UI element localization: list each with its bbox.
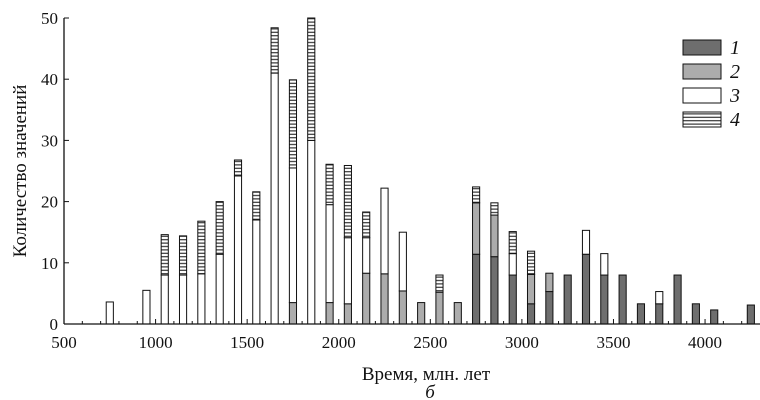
bar-series-2-bin-2250 xyxy=(380,273,389,325)
y-tick-label-40: 40 xyxy=(41,70,58,89)
bar-series-2-bin-2750 xyxy=(472,202,481,255)
bar-series-4-bin-2050 xyxy=(343,164,352,239)
x-tick-label-2500: 2500 xyxy=(413,333,447,352)
bar-series-3-bin-1250 xyxy=(197,273,206,325)
bar-series-2-bin-2550 xyxy=(435,291,444,325)
bar-series-4-bin-1150 xyxy=(178,235,188,276)
bar-series-4-bin-1850 xyxy=(307,17,316,141)
bar-series-4-bin-1950 xyxy=(325,163,334,206)
y-tick-label-50: 50 xyxy=(41,9,58,28)
bar-series-3-bin-2150 xyxy=(362,237,371,274)
bar-series-3-bin-2050 xyxy=(343,237,352,305)
bars-layer xyxy=(105,17,755,325)
legend-label-4: 4 xyxy=(730,109,740,131)
bar-series-3-bin-1750 xyxy=(288,167,298,304)
x-tick-label-500: 500 xyxy=(51,333,77,352)
x-tick-label-4000: 4000 xyxy=(688,333,722,352)
bar-series-1-bin-3850 xyxy=(673,274,682,325)
bar-series-3-bin-2350 xyxy=(398,231,407,292)
bar-series-3-bin-1450 xyxy=(233,175,243,325)
bar-series-1-bin-3650 xyxy=(636,303,646,325)
bar-series-4-bin-1550 xyxy=(252,191,261,221)
x-tick-label-3000: 3000 xyxy=(505,333,539,352)
bar-series-4-bin-3050 xyxy=(526,250,536,275)
y-tick-label-0: 0 xyxy=(50,315,59,334)
legend-swatch-2 xyxy=(682,63,722,80)
bar-series-4-bin-1450 xyxy=(233,159,243,177)
legend-label-3: 3 xyxy=(729,85,740,107)
bar-series-2-bin-3150 xyxy=(545,272,554,293)
bar-series-3-bin-1150 xyxy=(178,274,188,325)
bar-series-4-bin-2750 xyxy=(472,186,481,204)
bar-series-1-bin-3950 xyxy=(691,303,700,325)
bar-series-1-bin-3550 xyxy=(618,274,627,325)
bar-series-4-bin-2950 xyxy=(508,231,517,255)
bar-series-3-bin-1350 xyxy=(215,253,224,325)
legend-swatch-1 xyxy=(682,39,722,56)
bar-series-1-bin-3050 xyxy=(526,303,536,325)
bar-series-3-bin-1050 xyxy=(160,274,169,325)
y-tick-label-10: 10 xyxy=(41,254,58,273)
panel-label: б xyxy=(425,382,436,400)
bar-series-1-bin-3250 xyxy=(563,274,572,325)
bar-series-2-bin-2650 xyxy=(453,302,462,325)
bar-series-1-bin-3750 xyxy=(655,303,664,325)
x-axis-title: Время, млн. лет xyxy=(362,364,491,385)
bar-series-2-bin-1750 xyxy=(288,302,298,325)
x-tick-label-2000: 2000 xyxy=(322,333,356,352)
y-tick-label-30: 30 xyxy=(41,131,58,150)
bar-series-2-bin-2150 xyxy=(362,272,371,325)
bar-series-2-bin-2450 xyxy=(417,302,426,325)
bar-series-3-bin-3350 xyxy=(581,229,591,255)
bar-series-1-bin-3450 xyxy=(600,274,609,325)
legend-swatch-3 xyxy=(682,87,722,104)
bar-series-2-bin-2050 xyxy=(343,303,352,325)
bar-series-1-bin-2850 xyxy=(490,256,499,325)
bar-series-4-bin-1250 xyxy=(197,220,206,275)
bar-series-4-bin-2850 xyxy=(490,202,499,216)
bar-series-3-bin-3450 xyxy=(600,253,609,276)
bar-series-3-bin-2250 xyxy=(380,187,389,275)
bar-series-4-bin-1050 xyxy=(160,234,169,276)
bar-series-4-bin-1350 xyxy=(215,201,224,255)
bar-series-1-bin-2950 xyxy=(508,274,517,325)
y-axis-title: Количество значений xyxy=(10,85,31,258)
bar-series-3-bin-1950 xyxy=(325,204,334,304)
bar-series-1-bin-3350 xyxy=(581,253,591,325)
bar-series-3-bin-1650 xyxy=(270,72,279,325)
bar-series-3-bin-1550 xyxy=(252,219,261,325)
y-tick-label-20: 20 xyxy=(41,193,58,212)
bar-series-1-bin-4250 xyxy=(746,304,755,325)
legend-label-2: 2 xyxy=(730,61,740,83)
bar-series-4-bin-2150 xyxy=(362,211,371,239)
x-tick-label-1000: 1000 xyxy=(139,333,173,352)
bar-series-3-bin-750 xyxy=(105,301,114,325)
bar-series-2-bin-2850 xyxy=(490,214,499,258)
bar-series-4-bin-1650 xyxy=(270,27,279,74)
bar-series-2-bin-1950 xyxy=(325,302,334,325)
bar-series-4-bin-1750 xyxy=(288,79,298,169)
bar-series-1-bin-3150 xyxy=(545,291,554,325)
bar-series-3-bin-1850 xyxy=(307,139,316,325)
bar-series-1-bin-4050 xyxy=(710,309,719,325)
x-tick-label-1500: 1500 xyxy=(230,333,264,352)
x-tick-label-3500: 3500 xyxy=(596,333,630,352)
bar-series-4-bin-2550 xyxy=(435,274,444,293)
bar-series-2-bin-3050 xyxy=(526,273,536,305)
axes-layer: 0 10 20 30 40 50 500 1000 1500 2000 2500 3000 3500 40… xyxy=(41,9,760,352)
bar-series-2-bin-2350 xyxy=(398,290,407,325)
bar-series-3-bin-3750 xyxy=(655,291,664,305)
legend-swatch-4 xyxy=(682,111,722,128)
bar-series-3-bin-950 xyxy=(142,289,151,325)
bar-series-1-bin-2750 xyxy=(472,253,481,325)
legend-label-1: 1 xyxy=(730,37,740,59)
bar-series-3-bin-2950 xyxy=(508,253,517,276)
